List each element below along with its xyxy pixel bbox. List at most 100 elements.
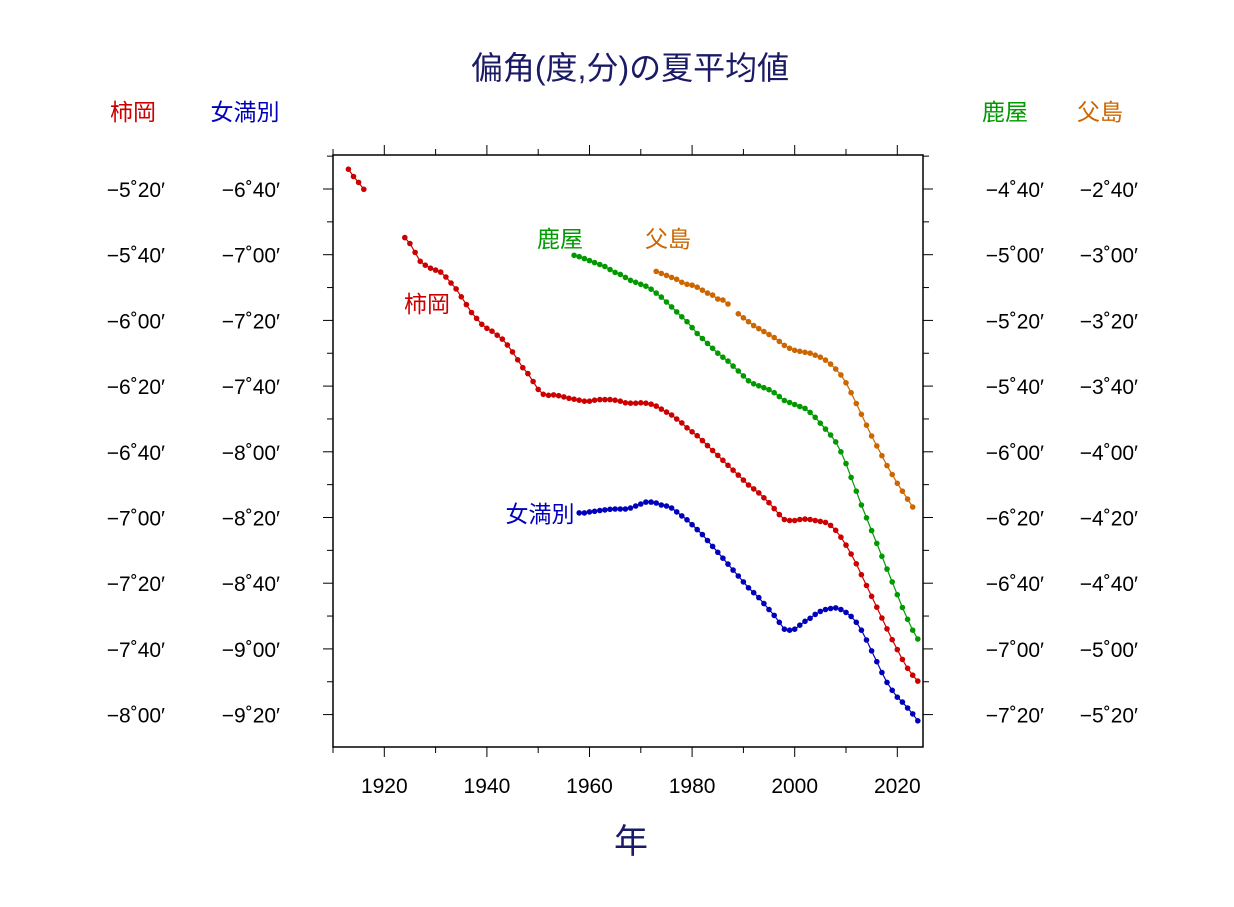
- data-point: [899, 488, 906, 495]
- data-point: [540, 391, 547, 398]
- data-point: [786, 517, 793, 524]
- data-point: [591, 508, 598, 515]
- data-point: [632, 400, 639, 407]
- data-point: [663, 409, 670, 415]
- data-point: [673, 509, 680, 515]
- data-point: [807, 409, 813, 416]
- data-point: [853, 619, 860, 626]
- data-point: [704, 290, 711, 296]
- data-point: [345, 166, 352, 172]
- data-point: [750, 589, 757, 596]
- data-point: [740, 373, 747, 379]
- data-point: [632, 279, 639, 286]
- y-tick-label: −7˚40′: [107, 639, 165, 662]
- data-point: [715, 549, 721, 556]
- data-point: [597, 396, 603, 403]
- data-point: [658, 270, 665, 277]
- data-point: [566, 395, 572, 402]
- data-point: [576, 397, 582, 404]
- data-point: [668, 304, 675, 310]
- data-point: [848, 551, 854, 557]
- data-point: [843, 609, 849, 616]
- data-point: [822, 606, 829, 613]
- data-point: [781, 626, 788, 632]
- data-point: [668, 274, 675, 281]
- axis-ticks: [323, 145, 933, 757]
- data-point: [673, 309, 680, 315]
- data-point: [904, 616, 911, 623]
- x-tick-label: 1940: [464, 775, 511, 798]
- series-line: [347, 168, 365, 190]
- data-point: [797, 403, 803, 410]
- data-point: [750, 322, 757, 329]
- data-point: [812, 414, 818, 421]
- series-line: [737, 313, 914, 508]
- data-point: [879, 669, 885, 676]
- data-point: [684, 318, 690, 325]
- data-point: [463, 301, 470, 308]
- data-point: [638, 281, 644, 288]
- data-point: [781, 516, 788, 523]
- data-point: [863, 422, 870, 429]
- data-point: [725, 301, 731, 307]
- data-point: [735, 472, 742, 478]
- y-tick-label: −8˚00′: [107, 705, 165, 728]
- data-point: [422, 262, 429, 269]
- data-point: [915, 718, 921, 724]
- data-point: [694, 432, 700, 439]
- data-point: [581, 255, 588, 262]
- data-point: [797, 516, 803, 523]
- y-tick-label: −7˚40′: [222, 376, 280, 399]
- data-point: [884, 679, 890, 686]
- data-point: [648, 286, 654, 293]
- data-point: [797, 348, 803, 355]
- data-point: [653, 268, 659, 275]
- y-tick-label: −6˚20′: [107, 376, 165, 399]
- y-tick-label: −6˚40′: [107, 442, 165, 465]
- data-point: [740, 477, 747, 483]
- y-tick-label: −6˚00′: [107, 310, 165, 333]
- data-point: [597, 507, 603, 514]
- data-point: [709, 345, 716, 352]
- data-point: [838, 372, 844, 378]
- data-point: [720, 555, 726, 561]
- data-point: [735, 368, 742, 374]
- data-point: [843, 542, 849, 548]
- data-point: [699, 437, 706, 444]
- plot-label-memambetsu: 女満別: [506, 501, 575, 527]
- data-point: [838, 449, 844, 455]
- series-鹿屋: [571, 252, 921, 642]
- data-point: [473, 315, 480, 322]
- data-point: [894, 591, 901, 598]
- data-point: [776, 619, 783, 626]
- y-tick-label: −5˚20′: [1080, 705, 1138, 728]
- data-point: [791, 347, 798, 354]
- data-point: [612, 397, 618, 404]
- data-point: [648, 401, 654, 408]
- data-point: [766, 606, 772, 613]
- data-point: [802, 618, 808, 625]
- data-point: [894, 480, 901, 487]
- data-point: [909, 504, 916, 510]
- data-point: [832, 439, 839, 445]
- data-point: [663, 299, 670, 305]
- series-layer: [345, 166, 921, 724]
- data-point: [889, 687, 895, 694]
- data-point: [889, 636, 895, 643]
- data-point: [843, 380, 849, 386]
- data-point: [863, 637, 870, 643]
- data-point: [612, 506, 618, 512]
- data-point: [694, 526, 700, 533]
- data-point: [725, 462, 731, 469]
- series-柿岡: [345, 166, 921, 684]
- data-point: [745, 482, 752, 488]
- data-point: [499, 336, 506, 342]
- data-point: [812, 611, 818, 618]
- x-tick-label: 2020: [874, 775, 921, 798]
- data-point: [904, 705, 911, 711]
- data-point: [879, 553, 885, 560]
- data-point: [689, 324, 695, 331]
- data-point: [699, 287, 706, 294]
- data-point: [622, 400, 629, 406]
- data-point: [761, 384, 767, 391]
